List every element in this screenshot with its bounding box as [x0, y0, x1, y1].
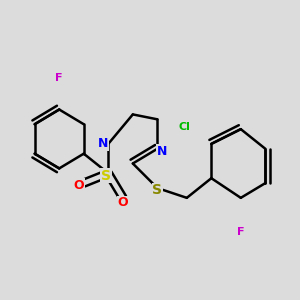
Text: O: O	[118, 196, 128, 209]
Text: Cl: Cl	[178, 122, 190, 132]
Text: F: F	[56, 73, 63, 82]
Text: N: N	[98, 137, 109, 150]
Text: N: N	[157, 145, 167, 158]
Text: F: F	[237, 227, 244, 237]
Text: S: S	[101, 169, 111, 183]
Text: S: S	[152, 184, 162, 197]
Text: O: O	[74, 179, 84, 192]
